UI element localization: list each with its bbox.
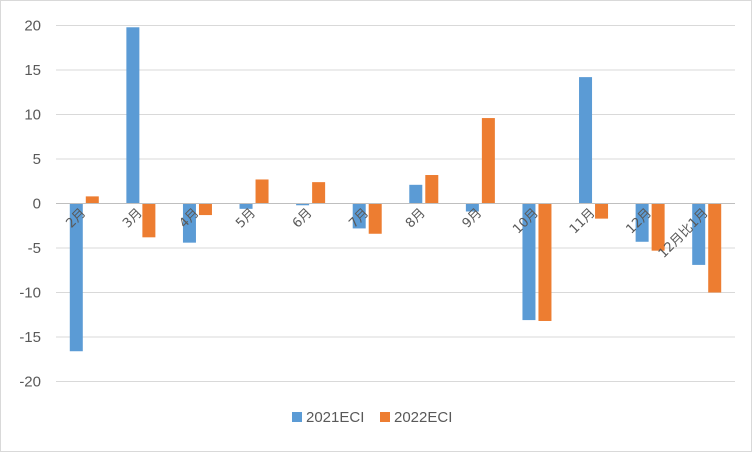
legend-swatch <box>292 412 302 422</box>
bar-2022ECI-8月 <box>425 175 439 204</box>
bar-2022ECI-12月 <box>651 203 665 251</box>
bar-2022ECI-12月比1月 <box>708 203 722 293</box>
bar-2021ECI-2月 <box>69 203 83 352</box>
bar-2021ECI-12月 <box>635 203 649 242</box>
bar-2021ECI-4月 <box>182 203 196 243</box>
bar-2022ECI-4月 <box>198 203 212 216</box>
x-tick-label: 5月 <box>233 206 259 232</box>
y-tick-label: 10 <box>24 107 41 124</box>
bar-2022ECI-3月 <box>142 203 156 238</box>
y-tick-labels: 20 15 10 5 0 -5 -10 -15 -20 <box>19 18 41 391</box>
bar-2022ECI-6月 <box>312 182 326 204</box>
bar-2022ECI-11月 <box>595 203 609 219</box>
bar-2022ECI-9月 <box>481 118 495 204</box>
bar-2021ECI-9月 <box>465 203 479 212</box>
legend-label: 2022ECI <box>394 409 452 426</box>
x-tick-label: 9月 <box>460 206 486 232</box>
legend-label: 2021ECI <box>306 409 364 426</box>
bar-2021ECI-8月 <box>409 184 423 204</box>
x-tick-label: 11月 <box>567 206 598 237</box>
bar-2022ECI-10月 <box>538 203 552 321</box>
x-tick-label: 4月 <box>177 206 203 232</box>
x-tick-label: 3月 <box>120 206 146 232</box>
bar-2021ECI-6月 <box>296 203 310 206</box>
y-tick-label: -10 <box>19 285 41 302</box>
legend-swatch <box>380 412 390 422</box>
bar-2022ECI-7月 <box>368 203 382 234</box>
gridlines <box>56 25 735 382</box>
legend-item-2022ECI: 2022ECI <box>380 409 452 426</box>
bars <box>69 27 722 352</box>
x-tick-label: 2月 <box>63 206 89 232</box>
bar-2022ECI-5月 <box>255 179 269 204</box>
bar-2021ECI-7月 <box>352 203 366 229</box>
legend: 2021ECI 2022ECI <box>292 409 452 426</box>
bar-2021ECI-12月比1月 <box>692 203 706 265</box>
bar-2022ECI-2月 <box>85 196 99 204</box>
y-tick-label: 20 <box>24 18 41 35</box>
y-tick-label: -5 <box>28 240 41 257</box>
bar-2021ECI-5月 <box>239 203 253 209</box>
y-tick-label: 15 <box>24 62 41 79</box>
bar-2021ECI-3月 <box>126 27 140 204</box>
y-tick-label: 5 <box>33 151 41 168</box>
x-tick-labels: 2月 3月 4月 5月 6月 7月 8月 9月 10月 11月 12月 12月比1月 <box>63 206 711 262</box>
y-tick-label: -20 <box>19 374 41 391</box>
x-tick-label: 6月 <box>290 206 316 232</box>
y-tick-label: 0 <box>33 196 41 213</box>
x-tick-label: 7月 <box>346 206 372 232</box>
y-tick-label: -15 <box>19 329 41 346</box>
bar-2021ECI-10月 <box>522 203 536 321</box>
legend-item-2021ECI: 2021ECI <box>292 409 364 426</box>
bar-2021ECI-11月 <box>579 77 593 204</box>
x-tick-label: 8月 <box>403 206 429 232</box>
